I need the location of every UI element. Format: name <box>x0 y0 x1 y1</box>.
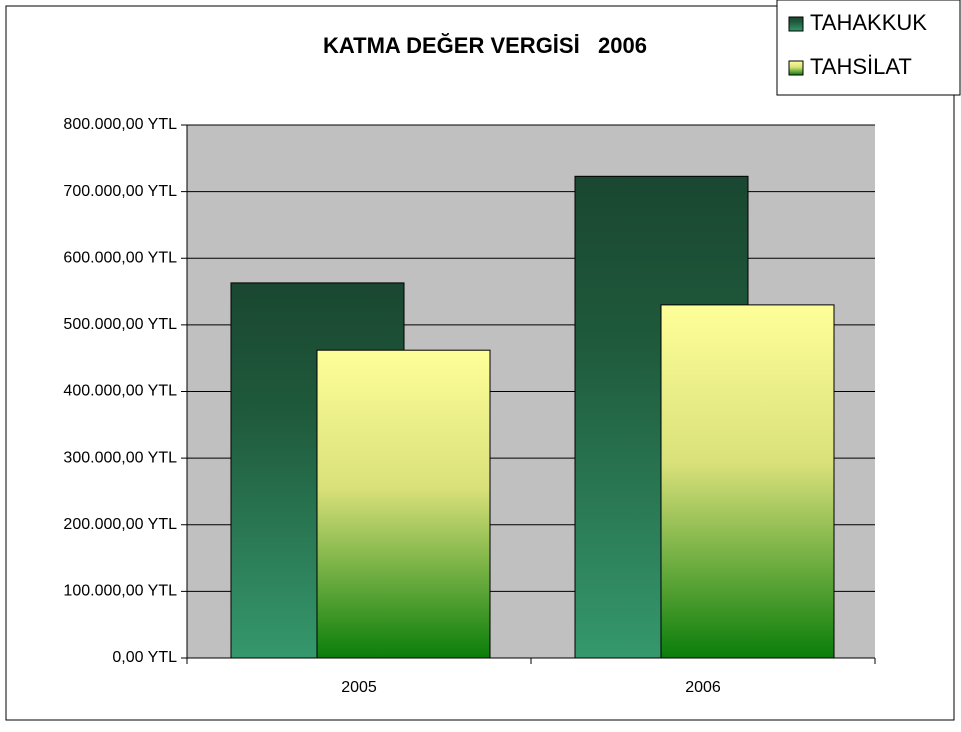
bar <box>660 304 835 659</box>
y-tick-label: 300.000,00 YTL <box>63 449 177 466</box>
y-tick-label: 500.000,00 YTL <box>63 316 177 333</box>
legend-label: TAHAKKUK <box>810 10 927 35</box>
y-tick-label: 800.000,00 YTL <box>63 116 177 133</box>
y-tick-label: 0,00 YTL <box>112 649 177 666</box>
y-tick-label: 700.000,00 YTL <box>63 183 177 200</box>
y-tick-label: 400.000,00 YTL <box>63 383 177 400</box>
x-tick-label: 2005 <box>341 679 377 696</box>
legend <box>776 0 961 96</box>
legend-label: TAHSİLAT <box>810 54 912 79</box>
chart-title: KATMA DEĞER VERGİSİ 2006 <box>323 33 647 58</box>
legend-swatch <box>788 16 804 32</box>
x-tick-label: 2006 <box>685 679 721 696</box>
y-tick-label: 200.000,00 YTL <box>63 516 177 533</box>
y-tick-label: 600.000,00 YTL <box>63 249 177 266</box>
y-tick-label: 100.000,00 YTL <box>63 583 177 600</box>
bar <box>316 349 491 659</box>
legend-swatch <box>788 60 804 76</box>
